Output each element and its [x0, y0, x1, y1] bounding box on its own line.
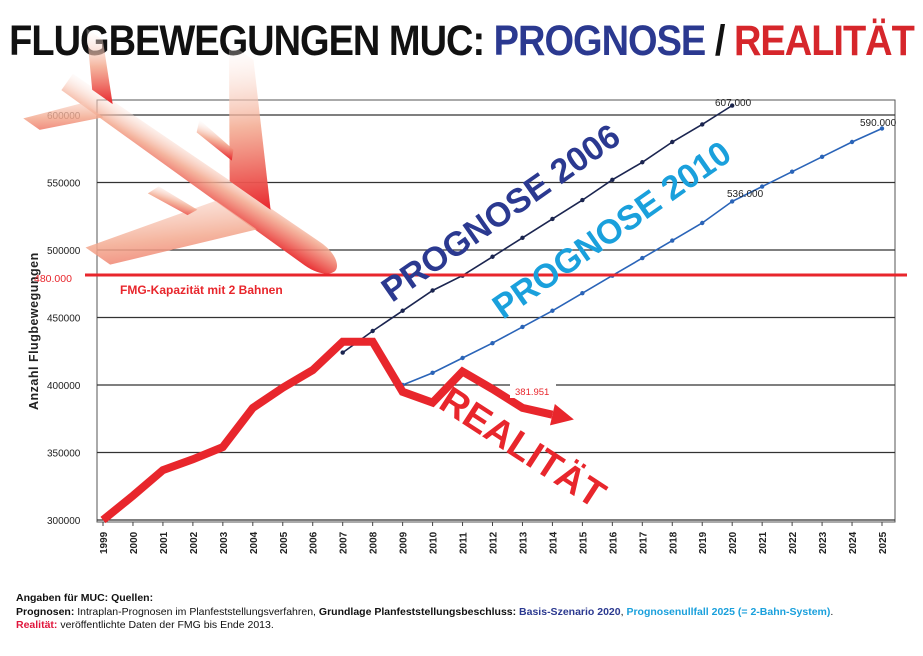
x-tick-label: 2020: [728, 531, 739, 554]
notes-prognosen-label: Prognosen:: [16, 605, 75, 618]
series-point: [370, 328, 375, 334]
notes-prognosen-bold: Grundlage Planfeststellungsbeschluss:: [318, 605, 520, 618]
x-tick-label: 2004: [249, 531, 260, 554]
line-chart: 3000003500004000004500005000005500006000…: [23, 28, 907, 554]
x-tick-label: 2014: [548, 531, 559, 554]
series-point: [430, 370, 435, 376]
series-point: [490, 340, 495, 346]
capacity-value-label: 480.000: [34, 273, 72, 285]
x-tick-label: 2001: [159, 531, 170, 554]
x-tick-label: 2023: [818, 531, 829, 554]
x-tick-label: 2024: [848, 531, 859, 554]
series-line-3: [100, 337, 554, 524]
x-tick-label: 2025: [878, 531, 889, 554]
series-point: [670, 238, 675, 243]
series-point: [550, 216, 555, 222]
x-tick-label: 2007: [339, 531, 350, 554]
series-point: [729, 199, 735, 204]
x-tick-label: 2013: [518, 531, 529, 554]
y-tick-label: 500000: [47, 246, 81, 257]
x-tick-label: 2021: [758, 531, 769, 554]
series-point: [819, 154, 825, 160]
airplane-icon: [23, 28, 338, 274]
series-point: [580, 197, 585, 203]
x-tick-label: 2016: [608, 531, 619, 554]
series-point: [640, 160, 645, 165]
y-tick-label: 350000: [47, 449, 81, 460]
x-tick-label: 2003: [219, 531, 230, 554]
series-point: [340, 350, 345, 355]
series-point: [700, 122, 705, 127]
series-point: [400, 308, 405, 313]
series-point: [729, 103, 735, 108]
source-notes: Angaben für MUC: Quellen: Prognosen: Int…: [16, 592, 916, 633]
annotation-381951: 381.951: [515, 387, 549, 398]
series-point: [879, 126, 885, 131]
title-part-prognose: PROGNOSE: [493, 18, 707, 66]
y-tick-label: 550000: [47, 179, 81, 190]
x-tick-label: 2010: [429, 531, 440, 554]
annotation-607000: 607.000: [715, 98, 752, 109]
x-tick-label: 2015: [578, 531, 589, 554]
realitaet-arrowhead: [550, 403, 574, 426]
series-point: [550, 308, 555, 313]
series-point: [610, 177, 615, 182]
title-part-realitaet: REALITÄT: [733, 18, 915, 66]
y-tick-label: 450000: [47, 314, 81, 325]
notes-realitaet-text: veröffentlichte Daten der FMG bis Ende 2…: [57, 619, 274, 631]
series-point: [700, 220, 705, 226]
annotation-381951-box: [510, 384, 556, 398]
x-tick-label: 2019: [698, 531, 709, 554]
y-tick-label: 400000: [47, 381, 81, 392]
x-tick-label: 2008: [369, 531, 380, 554]
x-tick-label: 2000: [129, 531, 140, 554]
notes-basis-szenario: Basis-Szenario 2020: [519, 605, 621, 618]
notes-prognosenullfall: Prognosenullfall 2025 (= 2-Bahn-System): [626, 605, 831, 618]
x-tick-label: 2005: [279, 531, 290, 554]
series-point: [789, 169, 795, 174]
x-tick-label: 2017: [638, 531, 649, 554]
series-point: [430, 288, 435, 293]
series-point: [490, 254, 495, 259]
y-tick-label: 300000: [47, 516, 81, 527]
series-point: [670, 139, 675, 145]
notes-prognosen: Prognosen: Intraplan-Prognosen im Planfe…: [16, 606, 916, 620]
series-line-1: [342, 104, 733, 354]
series-point: [520, 324, 525, 330]
x-tick-label: 1999: [99, 531, 110, 554]
x-tick-label: 2009: [399, 531, 410, 554]
annotation-536000: 536.000: [727, 189, 764, 200]
title-part-slash: /: [705, 18, 734, 66]
notes-heading: Angaben für MUC: Quellen:: [16, 592, 154, 604]
x-tick-label: 2006: [309, 531, 320, 554]
series-point: [849, 139, 855, 145]
notes-realitaet: Realität: veröffentlichte Daten der FMG …: [16, 619, 916, 633]
series-point: [520, 235, 525, 241]
annotation-590000: 590.000: [860, 118, 897, 129]
capacity-label: FMG-Kapazität mit 2 Bahnen: [120, 283, 283, 297]
series-point: [580, 291, 585, 296]
series-point: [460, 355, 465, 361]
x-tick-label: 2002: [189, 531, 200, 554]
x-tick-label: 2011: [459, 532, 470, 554]
notes-end: .: [830, 605, 834, 618]
x-tick-label: 2018: [668, 531, 679, 554]
x-tick-label: 2022: [788, 531, 799, 554]
notes-prognosen-text: Intraplan-Prognosen im Planfeststellungs…: [74, 605, 319, 618]
notes-realitaet-label: Realität:: [16, 619, 58, 631]
x-tick-label: 2012: [489, 531, 500, 554]
y-axis-label: Anzahl Flugbewegungen: [27, 252, 41, 410]
series-point: [640, 255, 645, 261]
series-point: [759, 184, 765, 189]
notes-separator: ,: [620, 605, 627, 618]
